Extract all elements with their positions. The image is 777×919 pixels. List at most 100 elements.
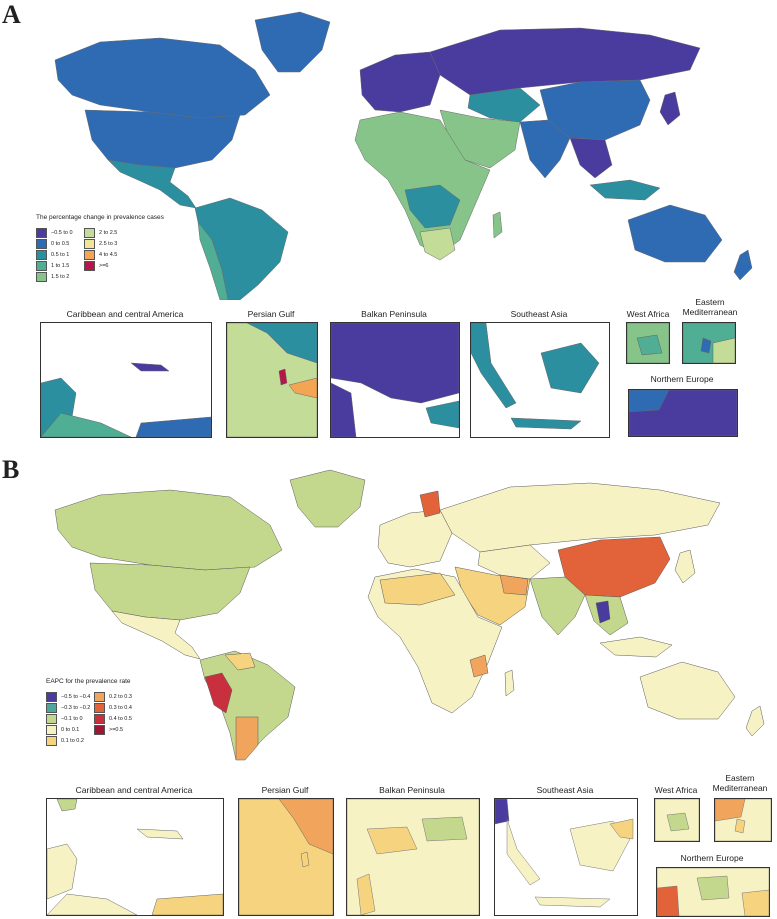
inset-persian-a — [226, 322, 318, 438]
region-se-asia — [569, 137, 613, 179]
b-legend-swatch-5 — [94, 691, 105, 702]
panel-a: A — [0, 0, 777, 455]
inset-title-westafrica-a: West Africa — [626, 309, 670, 319]
inset-seasia-a — [470, 322, 610, 438]
b-legend-label-1: −0.3 to −0.2 — [61, 704, 91, 711]
legend-title-a: The percentage change in prevalence case… — [36, 214, 164, 221]
inset-title-northeurope-a: Northern Europe — [650, 374, 714, 384]
region-japan — [659, 91, 681, 126]
region-mexico — [111, 610, 201, 660]
legend-items-a: −0.5 to 0 0 to 0.5 0.5 to 1 1 to 1.5 1.5 to … — [36, 227, 164, 282]
legend-b: EAPC for the prevalence rate −0.5 to −0.… — [46, 678, 142, 746]
a-legend-label-0: −0.5 to 0 — [51, 229, 73, 236]
inset-title-westafrica-b: West Africa — [654, 785, 698, 795]
b-legend-swatch-4 — [46, 735, 57, 746]
a-legend-item-1: 0 to 0.5 — [36, 238, 84, 249]
region-greenland — [254, 11, 331, 73]
region-greenland — [289, 469, 366, 528]
region-europe — [377, 509, 453, 568]
b-legend-item-4: 0.1 to 0.2 — [46, 735, 94, 746]
b-legend-swatch-2 — [46, 713, 57, 724]
region-indonesia — [599, 636, 673, 658]
inset-title-eastmed-a: Eastern Mediterranean — [682, 297, 738, 317]
panel-b: B — [0, 455, 777, 919]
b-legend-label-5: 0.2 to 0.3 — [109, 693, 132, 700]
region-canada — [54, 37, 271, 119]
a-legend-item-8: >=6 — [84, 260, 132, 271]
region-venezuela — [224, 652, 256, 671]
panel-letter-b: B — [2, 455, 20, 484]
b-legend-swatch-0 — [46, 691, 57, 702]
region-japan — [674, 549, 696, 584]
a-legend-swatch-2 — [36, 249, 47, 260]
region-new-zealand — [745, 705, 765, 737]
inset-title-caribbean-a: Caribbean and central America — [66, 309, 184, 319]
b-legend-item-1: −0.3 to −0.2 — [46, 702, 94, 713]
a-legend-swatch-5 — [84, 227, 95, 238]
region-central-africa — [404, 184, 461, 229]
b-legend-label-3: 0 to 0.1 — [61, 726, 80, 733]
a-legend-label-5: 2 to 2.5 — [99, 229, 118, 236]
a-legend-swatch-7 — [84, 249, 95, 260]
inset-title-seasia-b: Southeast Asia — [536, 785, 594, 795]
b-legend-item-5: 0.2 to 0.3 — [94, 691, 142, 702]
legend-a: The percentage change in prevalence case… — [36, 214, 164, 282]
b-legend-swatch-3 — [46, 724, 57, 735]
a-legend-label-7: 4 to 4.5 — [99, 251, 118, 258]
region-australia — [639, 661, 736, 720]
a-legend-item-6: 2.5 to 3 — [84, 238, 132, 249]
b-legend-item-3: 0 to 0.1 — [46, 724, 94, 735]
region-iran — [499, 574, 529, 596]
a-legend-swatch-3 — [36, 260, 47, 271]
region-canada — [54, 489, 283, 571]
region-north-africa — [379, 572, 456, 606]
a-legend-item-2: 0.5 to 1 — [36, 249, 84, 260]
a-legend-swatch-6 — [84, 238, 95, 249]
region-thailand — [595, 600, 611, 624]
b-legend-item-8: >=0.5 — [94, 724, 142, 735]
a-legend-item-7: 4 to 4.5 — [84, 249, 132, 260]
region-andes — [197, 221, 229, 300]
region-argentina — [235, 716, 259, 761]
region-india — [519, 119, 571, 179]
inset-title-persian-b: Persian Gulf — [261, 785, 309, 795]
panel-letter-a: A — [2, 0, 21, 29]
inset-title-caribbean-b: Caribbean and central America — [75, 785, 193, 795]
inset-seasia-b — [494, 798, 638, 916]
b-legend-swatch-6 — [94, 702, 105, 713]
inset-westafrica-a — [626, 322, 670, 364]
region-madagascar — [492, 211, 503, 239]
region-usa — [89, 562, 251, 621]
inset-northeurope-b — [656, 867, 770, 917]
region-africa — [367, 568, 503, 714]
region-tanzania — [469, 654, 489, 678]
inset-caribbean-a — [40, 322, 212, 438]
region-new-zealand — [733, 249, 753, 281]
inset-title-balkan-a: Balkan Peninsula — [361, 309, 427, 319]
region-peru — [204, 672, 233, 714]
inset-westafrica-b — [654, 798, 700, 842]
b-legend-label-2: −0.1 to 0 — [61, 715, 83, 722]
inset-eastmed-b — [714, 798, 772, 842]
inset-title-balkan-b: Balkan Peninsula — [379, 785, 445, 795]
a-legend-item-5: 2 to 2.5 — [84, 227, 132, 238]
world-map-b — [54, 469, 765, 761]
region-norway — [419, 490, 441, 518]
b-legend-label-7: 0.4 to 0.5 — [109, 715, 132, 722]
inset-title-northeurope-b: Northern Europe — [680, 853, 744, 863]
b-legend-item-7: 0.4 to 0.5 — [94, 713, 142, 724]
a-legend-item-3: 1 to 1.5 — [36, 260, 84, 271]
inset-title-eastmed-b: Eastern Mediterranean — [712, 773, 768, 793]
region-russia — [439, 482, 721, 553]
legend-title-b: EAPC for the prevalence rate — [46, 678, 131, 685]
world-map-a — [54, 11, 753, 300]
a-legend-swatch-4 — [36, 271, 47, 282]
region-madagascar — [504, 669, 515, 697]
a-legend-label-4: 1.5 to 2 — [51, 273, 70, 280]
b-legend-label-8: >=0.5 — [109, 726, 124, 733]
a-legend-swatch-0 — [36, 227, 47, 238]
inset-caribbean-b — [46, 798, 224, 916]
region-india — [529, 576, 586, 636]
a-legend-label-3: 1 to 1.5 — [51, 262, 70, 269]
a-legend-label-6: 2.5 to 3 — [99, 240, 118, 247]
